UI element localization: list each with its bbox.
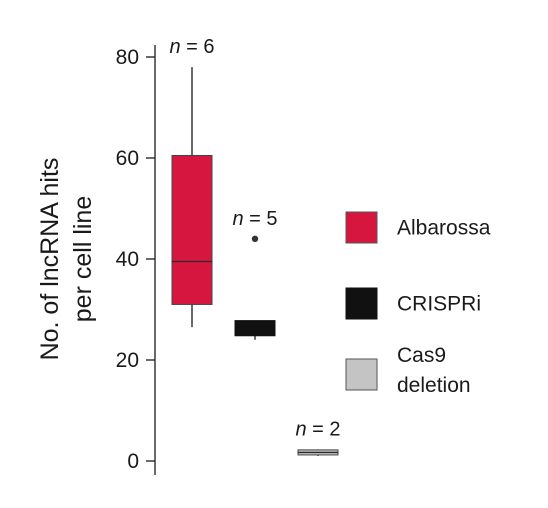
outlier-point <box>251 235 259 242</box>
legend-swatch <box>345 358 378 391</box>
legend-item: CRISPRi <box>345 287 481 320</box>
n-symbol: n <box>169 36 180 58</box>
legend-label-line: deletion <box>397 374 471 397</box>
y-tick-label: 0 <box>127 450 139 473</box>
legend-label: CRISPRi <box>397 293 481 316</box>
y-axis-title-line: per cell line <box>69 196 97 322</box>
box-iqr <box>171 154 213 305</box>
n-label: n = 2 <box>295 418 340 440</box>
legend-item: Cas9 deletion <box>345 344 471 397</box>
legend-label: Cas9 deletion <box>397 344 471 397</box>
y-axis-title-line: No. of lncRNA hits <box>36 158 64 361</box>
n-label: n = 5 <box>232 208 277 230</box>
n-value: = 2 <box>307 418 341 440</box>
legend-item: Albarossa <box>345 211 491 244</box>
y-tick-label: 60 <box>116 147 139 170</box>
axis-layer: 0 20 40 60 80 No. of lncRNA hits per cell line <box>36 45 156 475</box>
n-symbol: n <box>232 208 243 230</box>
legend-label: Albarossa <box>397 217 491 240</box>
n-label: n = 6 <box>169 36 214 58</box>
box-iqr <box>234 320 276 337</box>
legend-swatch <box>345 287 378 320</box>
y-tick-label: 80 <box>116 46 139 69</box>
legend-label-line: Cas9 <box>397 344 446 367</box>
legend-label-line: Albarossa <box>397 217 491 240</box>
y-axis-title: No. of lncRNA hits per cell line <box>36 158 97 361</box>
n-value: = 5 <box>244 208 278 230</box>
y-tick-label: 20 <box>116 349 139 372</box>
legend-layer: Albarossa CRISPRi Cas9 deletion <box>345 211 491 397</box>
y-tick-label: 40 <box>116 248 139 271</box>
box-albarossa: n = 6 <box>169 36 215 328</box>
n-symbol: n <box>295 418 306 440</box>
legend-swatch <box>345 211 378 244</box>
box-crispri: n = 5 <box>232 208 278 340</box>
legend-label-line: CRISPRi <box>397 293 481 316</box>
box-layer: n = 6n = 5n = 2 <box>169 36 341 456</box>
box-cas9-deletion: n = 2 <box>295 418 341 456</box>
n-value: = 6 <box>181 36 215 58</box>
